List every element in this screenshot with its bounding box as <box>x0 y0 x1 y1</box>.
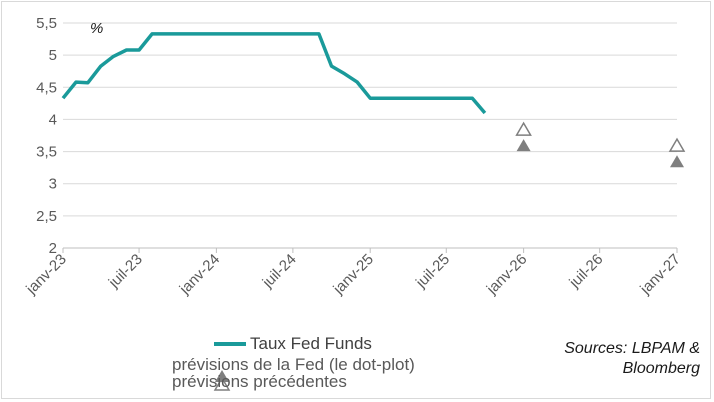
y-tick-label: 4 <box>49 111 57 128</box>
y-tick-label: 5 <box>49 47 57 64</box>
y-tick-label: 2,5 <box>36 208 57 225</box>
previous-forecast-marker <box>668 137 686 152</box>
legend-hollow-triangle-icon <box>213 376 231 391</box>
dot-plot-marker <box>670 155 684 168</box>
x-tick-label: juil-25 <box>412 251 453 292</box>
source-line-2: Bloomberg <box>622 360 700 377</box>
legend-swatches <box>213 342 246 391</box>
y-tick-label: 5,5 <box>36 15 57 32</box>
x-tick-label: juil-26 <box>565 251 606 292</box>
x-tick-label: juil-24 <box>259 251 300 292</box>
x-tick-label: janv-27 <box>636 251 684 299</box>
y-tick-label: 2 <box>49 240 57 257</box>
legend-fed-funds-label: Taux Fed Funds <box>250 334 372 353</box>
source-line-1: Sources: LBPAM & <box>564 340 700 357</box>
legend-dot-plot-label: prévisions de la Fed (le dot-plot) <box>172 355 415 374</box>
x-tick-label: janv-24 <box>176 251 224 299</box>
previous-forecast-marker <box>515 121 532 136</box>
x-tick-label: janv-26 <box>483 251 531 299</box>
unit-label: % <box>90 20 103 37</box>
legend-filled-triangle-icon <box>215 370 229 382</box>
source-note: Sources: LBPAM & Bloomberg <box>564 339 700 379</box>
y-tick-label: 3 <box>49 176 57 193</box>
y-tick-label: 3,5 <box>36 144 57 161</box>
dot-plot-marker <box>516 139 531 152</box>
fed-funds-line <box>61 32 487 115</box>
y-tick-label: 4,5 <box>36 79 57 96</box>
x-tick-label: juil-23 <box>105 251 146 292</box>
legend-previous-label: prévisions précédentes <box>172 372 347 391</box>
x-tick-label: janv-23 <box>22 251 70 299</box>
x-tick-label: janv-25 <box>330 251 378 299</box>
